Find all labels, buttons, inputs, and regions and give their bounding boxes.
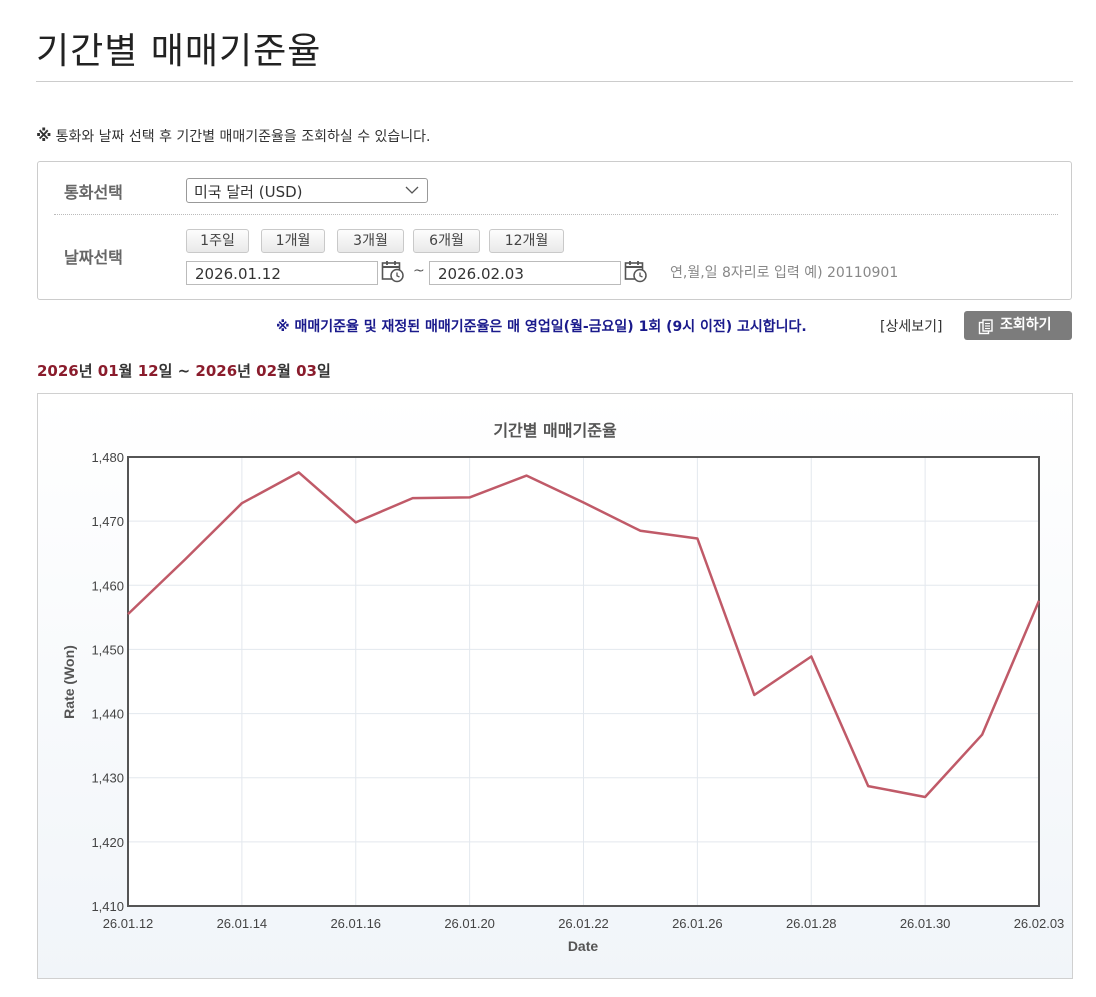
chevron-down-icon <box>405 180 419 204</box>
period-button-3months[interactable]: 3개월 <box>337 229 404 253</box>
y-tick-label: 1,430 <box>91 771 124 786</box>
notice-mark: ※ <box>36 126 52 145</box>
publish-notice: ※ 매매기준율 및 재정된 매매기준율은 매 영업일(월-금요일) 1회 (9시… <box>276 319 807 335</box>
x-tick-label: 26.01.22 <box>558 916 609 931</box>
x-tick-label: 26.01.26 <box>672 916 723 931</box>
y-tick-label: 1,470 <box>91 514 124 529</box>
title-divider <box>36 81 1073 82</box>
date-separator: ~ <box>413 263 425 279</box>
chart-container: 1,410 1,420 1,430 1,440 1,450 1,460 1,470 1,480… <box>37 393 1073 979</box>
period-button-1month[interactable]: 1개월 <box>261 229 325 253</box>
x-tick-label: 26.01.20 <box>444 916 495 931</box>
x-tick-label: 26.01.14 <box>217 916 268 931</box>
x-axis-label: Date <box>568 938 599 954</box>
x-tick-label: 26.01.30 <box>900 916 951 931</box>
rate-line-chart: 1,410 1,420 1,430 1,440 1,450 1,460 1,470 1,480… <box>61 421 1065 954</box>
filter-panel: 통화선택 미국 달러 (USD) 날짜선택 1주일 1개월 3개월 6개월 12… <box>37 161 1072 300</box>
calendar-icon[interactable] <box>381 259 405 283</box>
row-divider <box>54 214 1058 215</box>
notice-message: 통화와 날짜 선택 후 기간별 매매기준율을 조회하실 수 있습니다. <box>55 129 431 145</box>
y-tick-label: 1,420 <box>91 835 124 850</box>
x-tick-label: 26.01.16 <box>330 916 381 931</box>
y-axis-label: Rate (Won) <box>61 645 77 719</box>
plot-border <box>127 456 1040 907</box>
currency-select-value: 미국 달러 (USD) <box>194 183 303 201</box>
chart-title: 기간별 매매기준율 <box>493 421 617 440</box>
y-tick-label: 1,460 <box>91 578 124 593</box>
period-button-1week[interactable]: 1주일 <box>186 229 249 253</box>
y-tick-label: 1,410 <box>91 899 124 914</box>
document-icon <box>978 317 994 335</box>
y-tick-label: 1,450 <box>91 642 124 657</box>
calendar-icon[interactable] <box>624 259 648 283</box>
detail-link[interactable]: [상세보기] <box>880 319 943 335</box>
page-title: 기간별 매매기준율 <box>36 31 322 72</box>
y-tick-label: 1,480 <box>91 450 124 465</box>
search-button[interactable]: 조회하기 <box>964 311 1072 340</box>
search-button-label: 조회하기 <box>1000 317 1052 333</box>
currency-select[interactable]: 미국 달러 (USD) <box>186 178 428 203</box>
y-tick-label: 1,440 <box>91 707 124 722</box>
series-line <box>127 471 1041 799</box>
currency-label: 통화선택 <box>64 183 123 202</box>
selected-range: 2026년 01월 12일 ~ 2026년 02월 03일 <box>37 362 331 380</box>
x-tick-label: 26.02.03 <box>1014 916 1065 931</box>
x-tick-label: 26.01.12 <box>103 916 154 931</box>
date-label: 날짜선택 <box>64 248 123 267</box>
notice-text: ※ 통화와 날짜 선택 후 기간별 매매기준율을 조회하실 수 있습니다. <box>36 126 431 146</box>
period-button-6months[interactable]: 6개월 <box>413 229 480 253</box>
x-tick-label: 26.01.28 <box>786 916 837 931</box>
start-date-input[interactable]: 2026.01.12 <box>186 261 378 285</box>
period-button-12months[interactable]: 12개월 <box>489 229 564 253</box>
date-format-hint: 연,월,일 8자리로 입력 예) 20110901 <box>670 265 899 281</box>
end-date-input[interactable]: 2026.02.03 <box>429 261 621 285</box>
